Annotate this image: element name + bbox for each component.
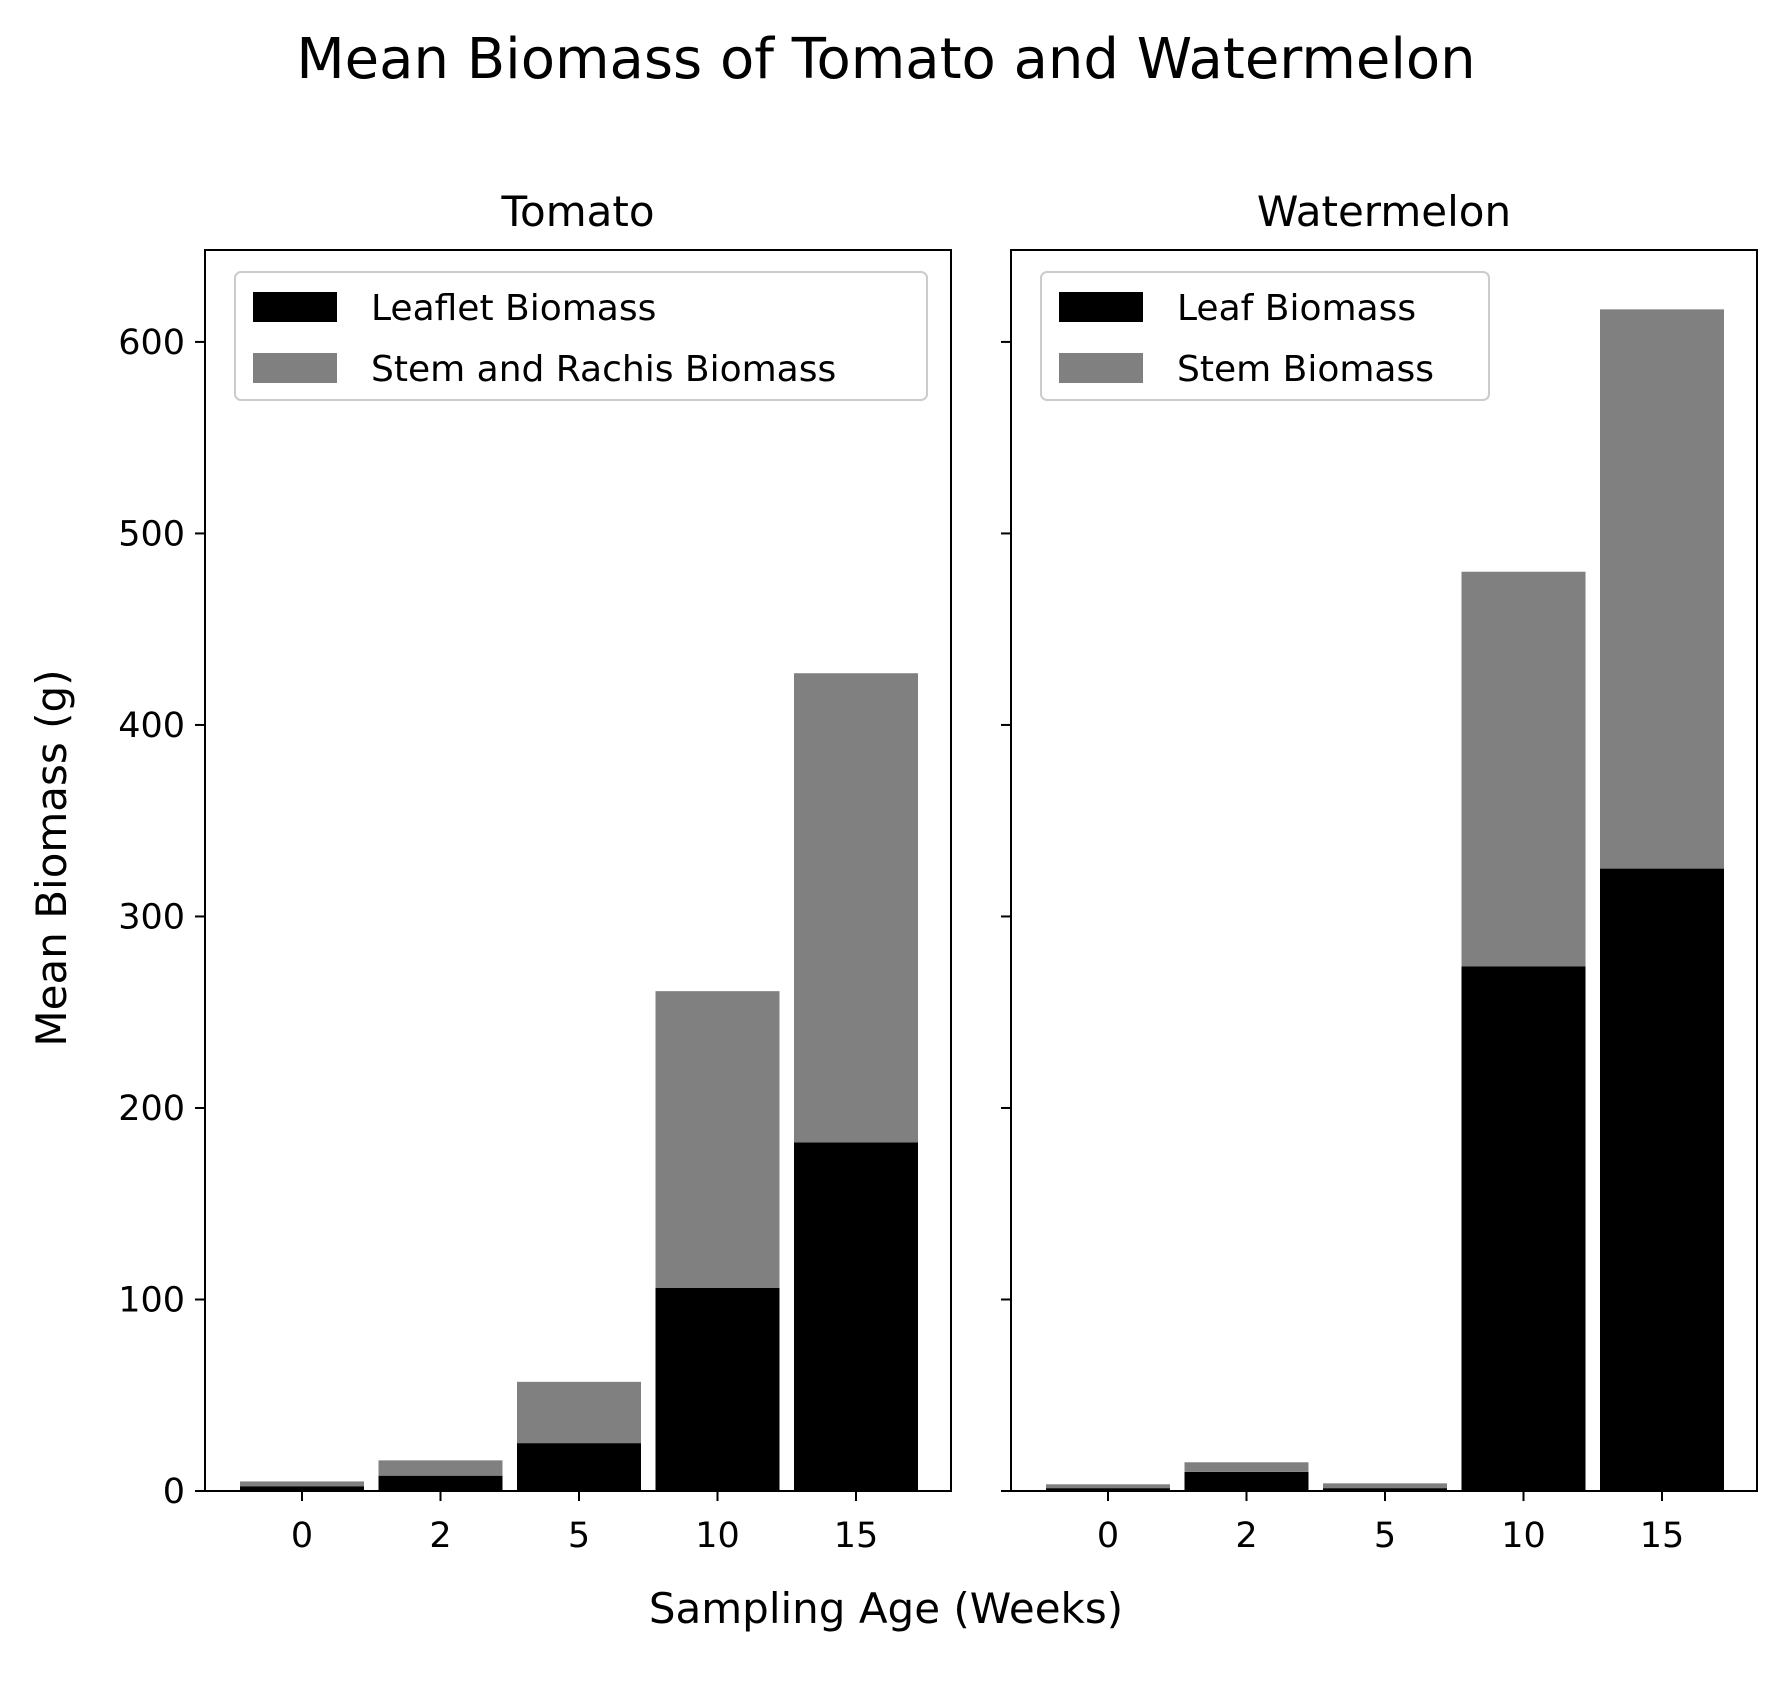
bar-leaflet-biomass-2 <box>378 1475 503 1491</box>
bar-stem-biomass-5 <box>1323 1483 1447 1489</box>
bar-leaflet-biomass-10 <box>655 1287 780 1491</box>
y-tick-label: 100 <box>118 1280 185 1320</box>
y-axis-label: Mean Biomass (g) <box>27 669 76 1046</box>
x-tick-label: 15 <box>834 1516 879 1556</box>
bar-stem-and-rachis-biomass-15 <box>794 673 918 1143</box>
subplot-tomato: Tomato 0 2 5 10 15 0 100 200 300 400 500 600 Leaflet … <box>118 187 952 1556</box>
x-tick-label: 10 <box>1501 1516 1546 1556</box>
bar-stem-and-rachis-biomass-2 <box>378 1460 503 1476</box>
x-tick-label: 0 <box>1097 1516 1119 1556</box>
y-tick-label: 400 <box>118 706 185 746</box>
bar-stem-biomass-0 <box>1046 1484 1170 1489</box>
legend-box <box>1040 271 1490 401</box>
legend-swatch-stem-biomass <box>1059 353 1143 383</box>
bar-stem-biomass-10 <box>1461 571 1586 967</box>
y-tick-label: 500 <box>118 514 185 554</box>
y-tick-label: 600 <box>118 323 185 363</box>
bar-stem-and-rachis-biomass-5 <box>517 1381 641 1444</box>
bar-leaf-biomass-10 <box>1461 966 1586 1491</box>
bar-stem-and-rachis-biomass-10 <box>655 991 780 1288</box>
x-tick-label: 2 <box>429 1516 451 1556</box>
bar-leaf-biomass-2 <box>1184 1471 1309 1491</box>
subplot-watermelon: Watermelon 0 2 5 10 15 Leaf Biomass Stem Biomas… <box>1001 187 1758 1556</box>
x-tick-label: 5 <box>1374 1516 1396 1556</box>
legend-label-leaf-biomass: Leaf Biomass <box>1177 288 1416 329</box>
legend-swatch-leaf-biomass <box>1059 292 1143 322</box>
bar-stem-and-rachis-biomass-0 <box>240 1481 364 1487</box>
bar-stem-biomass-2 <box>1184 1462 1309 1472</box>
x-tick-label: 2 <box>1235 1516 1257 1556</box>
legend-label-leaflet-biomass: Leaflet Biomass <box>371 288 656 329</box>
y-tick-label: 300 <box>118 897 185 937</box>
y-tick-label: 0 <box>163 1472 185 1512</box>
figure-title: Mean Biomass of Tomato and Watermelon <box>296 27 1475 92</box>
y-tick-label: 200 <box>118 1089 185 1129</box>
bar-leaf-biomass-15 <box>1600 868 1724 1491</box>
axes-frame <box>1010 249 1758 1492</box>
bar-leaflet-biomass-15 <box>794 1142 918 1491</box>
bar-leaf-biomass-5 <box>1323 1488 1447 1491</box>
x-tick-label: 5 <box>568 1516 590 1556</box>
subplot-title: Tomato <box>500 187 654 236</box>
legend: Leaf Biomass Stem Biomass <box>1040 271 1490 401</box>
legend-label-stem-and-rachis-biomass: Stem and Rachis Biomass <box>371 349 836 390</box>
bar-leaflet-biomass-5 <box>517 1443 641 1491</box>
bar-leaflet-biomass-0 <box>240 1486 364 1491</box>
x-tick-label: 10 <box>695 1516 740 1556</box>
bar-leaf-biomass-0 <box>1046 1488 1170 1491</box>
legend: Leaflet Biomass Stem and Rachis Biomass <box>234 271 928 401</box>
bar-stem-biomass-15 <box>1600 309 1724 869</box>
x-tick-label: 0 <box>291 1516 313 1556</box>
axes-frame <box>204 249 952 1492</box>
legend-swatch-leaflet-biomass <box>253 292 337 322</box>
legend-box <box>234 271 928 401</box>
legend-swatch-stem-and-rachis-biomass <box>253 353 337 383</box>
x-axis-label: Sampling Age (Weeks) <box>649 1584 1123 1633</box>
x-tick-label: 15 <box>1640 1516 1685 1556</box>
subplot-title: Watermelon <box>1257 187 1511 236</box>
legend-label-stem-biomass: Stem Biomass <box>1177 349 1434 390</box>
